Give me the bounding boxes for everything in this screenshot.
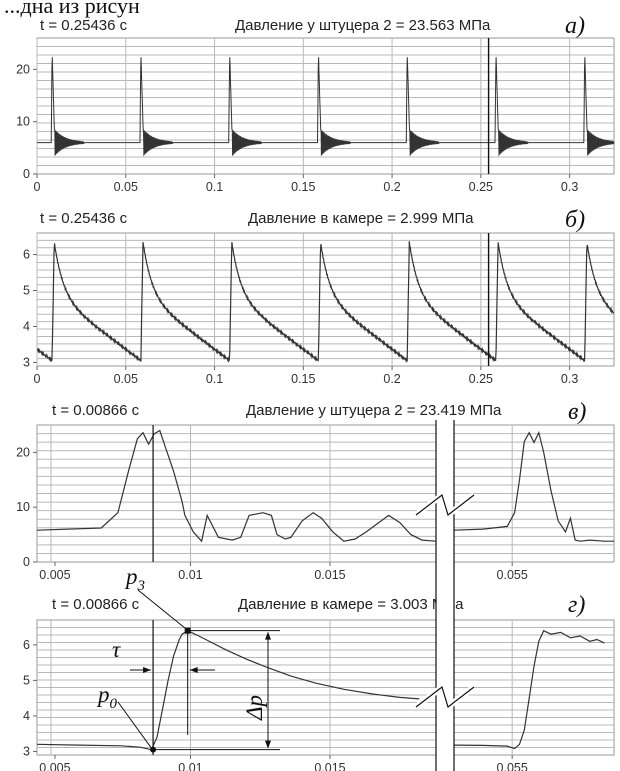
panel-a: t = 0.25436 c Давление у штуцера 2 = 23.… [16, 13, 615, 194]
panel-a-xtick-label: 0.2 [383, 180, 400, 194]
panel-g-xtick-label: 0.015 [314, 761, 345, 771]
panel-v-label: в) [568, 399, 586, 425]
panel-v-readout-time: t = 0.00866 c [52, 402, 140, 419]
panel-b: t = 0.25436 c Давление в камере = 2.999 … [23, 207, 615, 386]
dp-label: Δp [242, 695, 267, 721]
panel-v-readout-value: Давление у штуцера 2 = 23.419 МПа [246, 402, 502, 419]
panel-b-plot: 3 4 5 6 0 0.05 0.1 0.15 0.2 0.25 0.3 [23, 232, 615, 386]
panel-b-readout-time: t = 0.25436 c [40, 210, 128, 227]
dp-arrowhead-bottom [265, 740, 271, 749]
panel-g-readout-time: t = 0.00866 c [52, 596, 140, 613]
panel-v-series-line-after-break [453, 430, 614, 542]
panel-v-series-line [36, 429, 437, 543]
panel-b-xtick-label: 0.1 [206, 372, 223, 386]
panel-b-ytick-label: 5 [23, 284, 30, 298]
panel-a-ytick-label: 0 [23, 167, 30, 181]
panel-b-series-line [36, 241, 615, 364]
panel-g-ytick-label: 3 [23, 744, 30, 758]
panel-b-ytick-label: 4 [23, 319, 30, 333]
panel-b-xtick-label: 0.05 [114, 372, 138, 386]
panel-v-xtick-label: 0.01 [178, 568, 202, 582]
panel-b-xtick-label: 0.15 [291, 372, 315, 386]
panel-g: t = 0.00866 c Давление в камере = 3.003 … [23, 564, 615, 771]
panel-v-xtick-label: 0.015 [314, 568, 345, 582]
panel-a-readout-value: Давление у штуцера 2 = 23.563 МПа [235, 17, 491, 34]
panel-b-xtick-label: 0 [34, 372, 41, 386]
top-caption-fragment: ...дна из рисун [4, 0, 140, 18]
panel-v-ytick-label: 10 [16, 500, 30, 514]
panel-a-label: а) [565, 13, 585, 39]
panel-a-ytick-label: 10 [16, 115, 30, 129]
panel-a-xtick-label: 0.1 [206, 180, 223, 194]
panel-a-plot: 0 10 20 0 0.05 0.1 0.15 0.2 0.25 0.3 [16, 37, 615, 194]
panel-b-xtick-label: 0.3 [561, 372, 578, 386]
panel-b-xtick-label: 0.25 [469, 372, 493, 386]
panel-g-readout-value: Давление в камере = 3.003 МПа [238, 596, 464, 613]
panel-g-xtick-label: 0.005 [39, 761, 70, 771]
p0-label-sub: 0 [110, 696, 118, 712]
panel-b-xtick-label: 0.2 [383, 372, 400, 386]
tau-arrowhead-left [143, 667, 152, 673]
panel-v-plot: 0 10 20 0.005 0.01 0.015 0.055 [16, 424, 615, 582]
panel-b-label: б) [565, 207, 585, 233]
panel-a-xtick-label: 0.25 [469, 180, 493, 194]
p3-label-sub: 3 [137, 578, 146, 594]
panel-a-xtick-label: 0 [34, 180, 41, 194]
panel-a-xtick-label: 0.15 [291, 180, 315, 194]
dp-arrowhead-top [265, 631, 271, 640]
panel-v-ytick-label: 0 [23, 555, 30, 569]
panel-g-xtick-label: 0.055 [497, 761, 528, 771]
panel-b-readout-value: Давление в камере = 2.999 МПа [248, 210, 474, 227]
panel-g-ytick-label: 4 [23, 709, 30, 723]
panel-a-series-line [37, 57, 615, 157]
panel-a-xtick-label: 0.3 [561, 180, 578, 194]
p3-leader [137, 589, 186, 630]
panel-g-series-line-after-break [453, 629, 605, 750]
panel-g-label: г) [568, 592, 585, 618]
panel-g-ytick-label: 5 [23, 673, 30, 687]
p3-label: p3 [124, 564, 145, 594]
panel-b-ytick-label: 6 [23, 248, 30, 262]
panel-b-ytick-label: 3 [23, 355, 30, 369]
panel-v-xtick-label: 0.005 [39, 568, 70, 582]
panel-g-ytick-label: 6 [23, 638, 30, 652]
panel-v-ytick-label: 20 [16, 445, 30, 459]
zigzag-break-icon [415, 685, 475, 709]
panel-v: t = 0.00866 c Давление у штуцера 2 = 23.… [16, 399, 615, 582]
panel-a-readout-time: t = 0.25436 c [40, 17, 128, 34]
axis-break [414, 420, 476, 771]
panel-v-xtick-label: 0.055 [497, 568, 528, 582]
panel-a-xtick-label: 0.05 [114, 180, 138, 194]
tau-arrowhead-right [189, 667, 198, 673]
panel-a-ytick-label: 20 [16, 62, 30, 76]
tau-label: τ [112, 637, 121, 662]
zigzag-break-icon [415, 493, 475, 517]
panel-g-xtick-label: 0.01 [178, 761, 202, 771]
p0-leader [117, 701, 152, 748]
break-band [436, 420, 454, 771]
